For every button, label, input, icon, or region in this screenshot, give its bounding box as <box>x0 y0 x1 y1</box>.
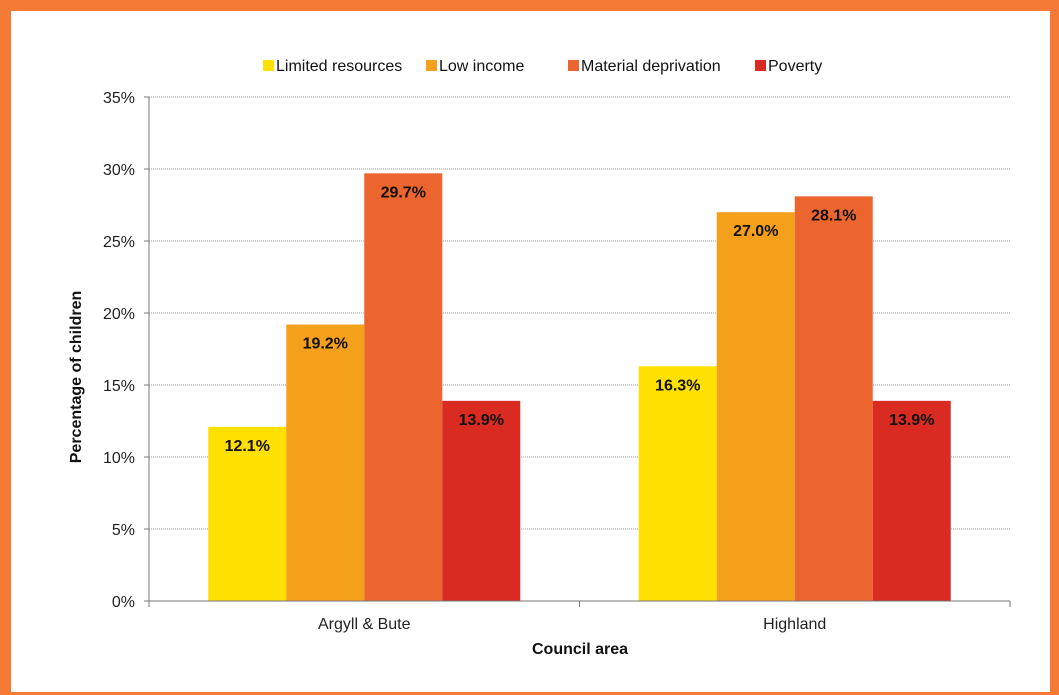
data-label: 16.3% <box>655 377 700 394</box>
y-axis-ticks: 0% 5% 10% 15% 20% 25% 30% 35% <box>103 90 150 611</box>
data-label: 19.2% <box>303 336 348 353</box>
legend-swatch <box>426 60 437 71</box>
data-label: 27.0% <box>733 223 778 240</box>
x-axis-title: Council area <box>532 641 628 658</box>
data-label: 28.1% <box>811 207 856 224</box>
y-tick-label: 5% <box>112 522 135 539</box>
data-label: 12.1% <box>225 438 270 455</box>
legend-label: Low income <box>439 58 524 75</box>
y-tick-label: 10% <box>103 450 135 467</box>
bar <box>794 196 873 602</box>
y-tick-label: 20% <box>103 306 135 323</box>
legend-label: Poverty <box>768 58 822 75</box>
bar <box>872 400 951 601</box>
y-tick-label: 15% <box>103 378 135 395</box>
legend: Limited resources Low income Material depr… <box>263 58 822 75</box>
y-tick-label: 25% <box>103 234 135 251</box>
gridlines <box>149 96 1010 530</box>
legend-swatch <box>755 60 766 71</box>
bar <box>364 173 443 601</box>
x-axis: Argyll & Bute Highland <box>148 600 1011 633</box>
x-tick-label: Highland <box>763 616 826 633</box>
bar <box>286 324 365 601</box>
legend-swatch <box>568 60 579 71</box>
legend-label: Material deprivation <box>581 58 721 75</box>
legend-label: Limited resources <box>276 58 402 75</box>
y-tick-label: 35% <box>103 90 135 107</box>
bars: 12.1% 16.3% 19.2% 27.0% 29.7% 28.1% 13.9% 13.9% <box>208 173 951 602</box>
data-label: 13.9% <box>459 412 504 429</box>
legend-swatch <box>263 60 274 71</box>
bar <box>208 426 287 601</box>
data-label: 29.7% <box>381 184 426 201</box>
data-label: 13.9% <box>889 412 934 429</box>
y-axis-title: Percentage of children <box>68 291 85 464</box>
y-tick-label: 30% <box>103 162 135 179</box>
bar <box>442 400 521 601</box>
x-tick-label: Argyll & Bute <box>318 616 411 633</box>
bar <box>716 212 795 601</box>
y-tick-label: 0% <box>112 594 135 611</box>
bar <box>638 366 717 601</box>
